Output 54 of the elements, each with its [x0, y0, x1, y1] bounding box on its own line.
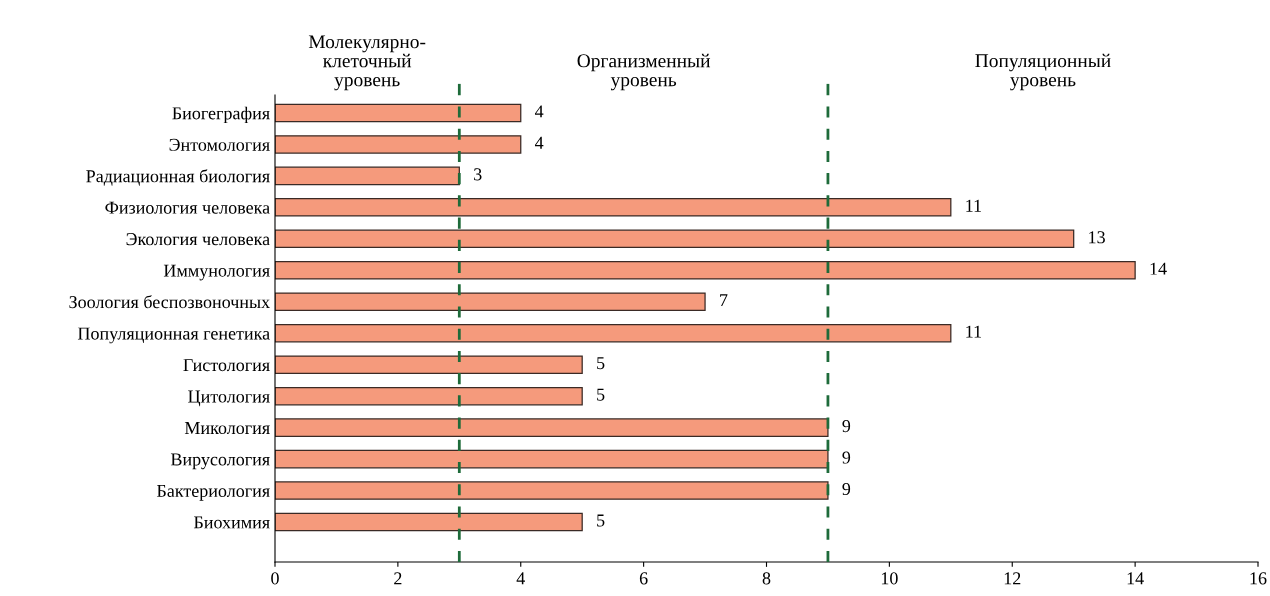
- data-label: 9: [842, 451, 851, 464]
- text: Молекулярно- клеточный уровень: [308, 35, 426, 91]
- bar: [275, 386, 583, 406]
- x-tick-label: 4: [516, 572, 525, 585]
- data-label: 3: [474, 168, 482, 181]
- y-tick-label: Физиология человека: [105, 201, 270, 214]
- data-label: 14: [1150, 262, 1167, 275]
- y-tick-label: Вирусология: [170, 453, 270, 470]
- bar: [275, 449, 829, 469]
- y-tick-label: Биогеграфия: [172, 106, 270, 124]
- data-label: 9: [842, 482, 851, 496]
- x-tick-label: 14: [1127, 572, 1144, 585]
- data-label: 11: [966, 199, 981, 212]
- data-label: 4: [534, 136, 544, 149]
- bar: [275, 355, 583, 374]
- data-label: 4: [534, 105, 544, 118]
- bar: [275, 323, 952, 343]
- bar: [275, 418, 829, 437]
- y-tick-label: Биохимия: [193, 516, 270, 529]
- bar: [275, 261, 1136, 280]
- data-label: 5: [597, 514, 605, 527]
- y-tick-label: Радиационная биология: [86, 169, 270, 186]
- y-tick-label: Иммунология: [163, 264, 270, 281]
- data-label: 13: [1089, 231, 1105, 244]
- text: Организменный уровень: [577, 53, 711, 91]
- y-tick-label: Зоология беспозвоночных: [69, 295, 270, 309]
- text: Популяционный уровень: [975, 53, 1111, 91]
- x-tick-label: 16: [1250, 572, 1267, 585]
- bar: [275, 292, 706, 312]
- data-label: 11: [966, 325, 981, 338]
- x-tick-label: 0: [271, 572, 279, 585]
- x-tick-label: 2: [394, 572, 402, 585]
- data-label: 5: [597, 388, 605, 401]
- data-label: 9: [842, 420, 851, 433]
- x-tick-label: 12: [1004, 572, 1021, 585]
- y-tick-label: Энтомология: [169, 138, 270, 151]
- y-tick-label: Микология: [184, 422, 270, 435]
- y-tick-label: Бактериология: [156, 485, 270, 501]
- bar: [275, 166, 460, 186]
- x-tick-label: 8: [762, 572, 771, 585]
- data-label: 7: [720, 294, 728, 307]
- bar: [275, 198, 952, 217]
- y-tick-label: Популяционная генетика: [77, 327, 270, 344]
- x-tick-label: 10: [881, 572, 898, 585]
- data-label: 5: [597, 357, 605, 370]
- bar: [275, 481, 829, 500]
- bar: [275, 103, 522, 123]
- y-tick-label: Экология человека: [126, 233, 270, 246]
- x-tick-label: 6: [639, 572, 648, 585]
- y-tick-label: Цитология: [188, 390, 270, 407]
- bar: [275, 135, 522, 154]
- y-tick-label: Гистология: [183, 359, 270, 372]
- bar: [275, 512, 583, 532]
- bar: [275, 229, 1075, 249]
